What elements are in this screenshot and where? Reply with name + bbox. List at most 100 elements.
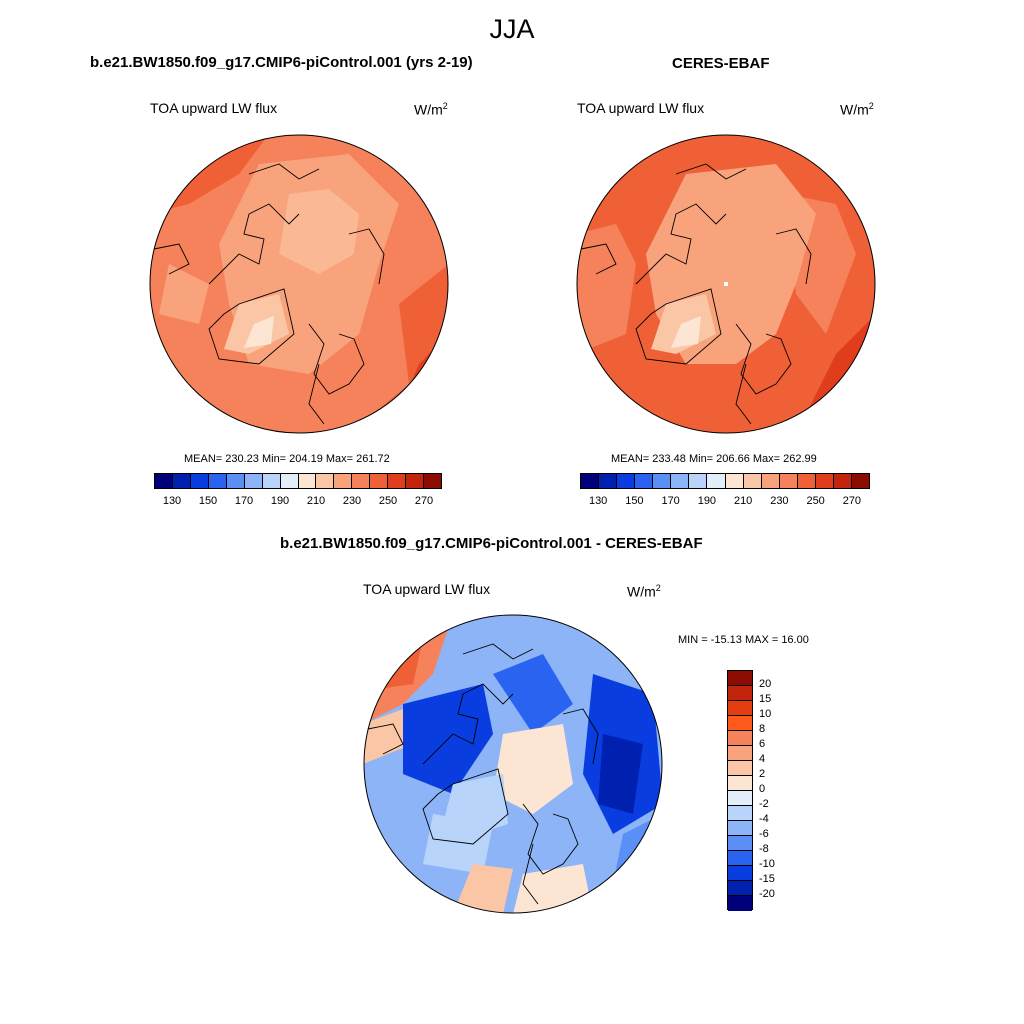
colorbar-tick-label: 0	[759, 783, 766, 795]
colorbar-swatch	[728, 881, 752, 896]
colorbar-tick-label: 130	[588, 495, 608, 507]
colorbar-swatch	[728, 806, 752, 821]
colorbar-swatch	[815, 474, 834, 488]
colorbar-tick-label: 230	[770, 495, 789, 507]
colorbar-swatch	[797, 474, 816, 488]
colorbar-swatch	[334, 474, 353, 488]
model-stats: MEAN= 230.23 Min= 204.19 Max= 261.72	[184, 453, 390, 465]
colorbar-swatch	[728, 851, 752, 866]
colorbar-swatch	[316, 474, 335, 488]
colorbar-swatch	[370, 474, 389, 488]
obs-polar-map	[576, 134, 876, 434]
colorbar-swatch	[617, 474, 636, 488]
diff-variable-label: TOA upward LW flux	[363, 581, 491, 597]
colorbar-swatch	[244, 474, 263, 488]
colorbar-swatch	[226, 474, 245, 488]
colorbar-swatch	[728, 746, 752, 761]
colorbar-tick-label: 2	[759, 768, 766, 780]
colorbar-swatch	[743, 474, 762, 488]
colorbar-tick-label: -4	[759, 813, 769, 825]
obs-variable-label: TOA upward LW flux	[577, 100, 705, 116]
colorbar-tick-label: 170	[661, 495, 680, 507]
colorbar-tick-label: -6	[759, 828, 769, 840]
colorbar-swatch	[707, 474, 726, 488]
obs-units-label: W/m2	[840, 101, 874, 118]
colorbar-swatch	[599, 474, 618, 488]
colorbar-swatch	[728, 836, 752, 851]
colorbar-swatch	[689, 474, 708, 488]
colorbar-swatch	[172, 474, 191, 488]
colorbar-swatch	[833, 474, 852, 488]
diff-colorbar-labels: 20 15 10 8 6 4 2 0 -2 -4 -6 -8 -10 -15 -20	[759, 670, 799, 910]
colorbar-tick-label: 210	[306, 495, 326, 507]
obs-colorbar-ticks: 130 150 170 190 210 230 250 270	[580, 495, 870, 509]
colorbar-tick-label: 10	[759, 708, 772, 720]
colorbar-tick-label: -20	[759, 888, 775, 900]
obs-panel-title: CERES-EBAF	[672, 55, 770, 72]
colorbar-tick-label: 250	[378, 495, 398, 507]
colorbar-swatch	[728, 791, 752, 806]
colorbar-swatch	[671, 474, 690, 488]
colorbar-tick-label: 6	[759, 738, 766, 750]
colorbar-tick-label: 20	[759, 678, 772, 690]
colorbar-tick-label: 4	[759, 753, 766, 765]
colorbar-swatch	[851, 474, 869, 488]
colorbar-swatch	[190, 474, 209, 488]
colorbar-tick-label: -2	[759, 798, 769, 810]
obs-colorbar	[580, 473, 870, 489]
colorbar-swatch	[728, 896, 752, 911]
colorbar-tick-label: -15	[759, 873, 775, 885]
colorbar-swatch	[280, 474, 299, 488]
colorbar-swatch	[725, 474, 744, 488]
colorbar-swatch	[728, 761, 752, 776]
colorbar-swatch	[298, 474, 317, 488]
model-polar-map	[149, 134, 449, 434]
colorbar-swatch	[728, 671, 752, 686]
colorbar-tick-label: 210	[733, 495, 753, 507]
colorbar-swatch	[635, 474, 654, 488]
obs-stats: MEAN= 233.48 Min= 206.66 Max= 262.99	[611, 453, 817, 465]
colorbar-swatch	[728, 686, 752, 701]
colorbar-swatch	[424, 474, 441, 488]
diff-stats: MIN = -15.13 MAX = 16.00	[678, 634, 809, 646]
colorbar-tick-label: 150	[625, 495, 644, 507]
diff-colorbar	[727, 670, 753, 911]
colorbar-tick-label: 190	[697, 495, 717, 507]
colorbar-tick-label: 130	[162, 495, 182, 507]
colorbar-swatch	[581, 474, 600, 488]
diff-polar-map	[363, 614, 663, 914]
colorbar-tick-label: 270	[842, 495, 862, 507]
model-colorbar	[154, 473, 442, 489]
colorbar-tick-label: -8	[759, 843, 769, 855]
diff-panel-title: b.e21.BW1850.f09_g17.CMIP6-piControl.001…	[280, 535, 703, 552]
model-colorbar-ticks: 130 150 170 190 210 230 250 270	[154, 495, 442, 509]
colorbar-tick-label: 170	[234, 495, 254, 507]
colorbar-swatch	[728, 701, 752, 716]
colorbar-tick-label: 230	[342, 495, 362, 507]
colorbar-tick-label: 150	[198, 495, 218, 507]
colorbar-tick-label: 15	[759, 693, 772, 705]
colorbar-swatch	[406, 474, 425, 488]
diff-units-label: W/m2	[627, 583, 661, 600]
colorbar-swatch	[262, 474, 281, 488]
colorbar-tick-label: 250	[806, 495, 825, 507]
model-panel-title: b.e21.BW1850.f09_g17.CMIP6-piControl.001…	[90, 54, 473, 71]
model-units-label: W/m2	[414, 101, 448, 118]
colorbar-swatch	[728, 866, 752, 881]
colorbar-swatch	[728, 821, 752, 836]
colorbar-swatch	[352, 474, 371, 488]
colorbar-swatch	[728, 776, 752, 791]
colorbar-tick-label: 270	[414, 495, 434, 507]
colorbar-swatch	[208, 474, 227, 488]
colorbar-swatch	[761, 474, 780, 488]
colorbar-tick-label: 190	[270, 495, 290, 507]
colorbar-swatch	[779, 474, 798, 488]
colorbar-swatch	[388, 474, 407, 488]
colorbar-swatch	[155, 474, 173, 488]
colorbar-swatch	[728, 716, 752, 731]
colorbar-swatch	[653, 474, 672, 488]
colorbar-tick-label: -10	[759, 858, 775, 870]
season-title: JJA	[489, 14, 535, 44]
colorbar-swatch	[728, 731, 752, 746]
model-variable-label: TOA upward LW flux	[150, 100, 278, 116]
